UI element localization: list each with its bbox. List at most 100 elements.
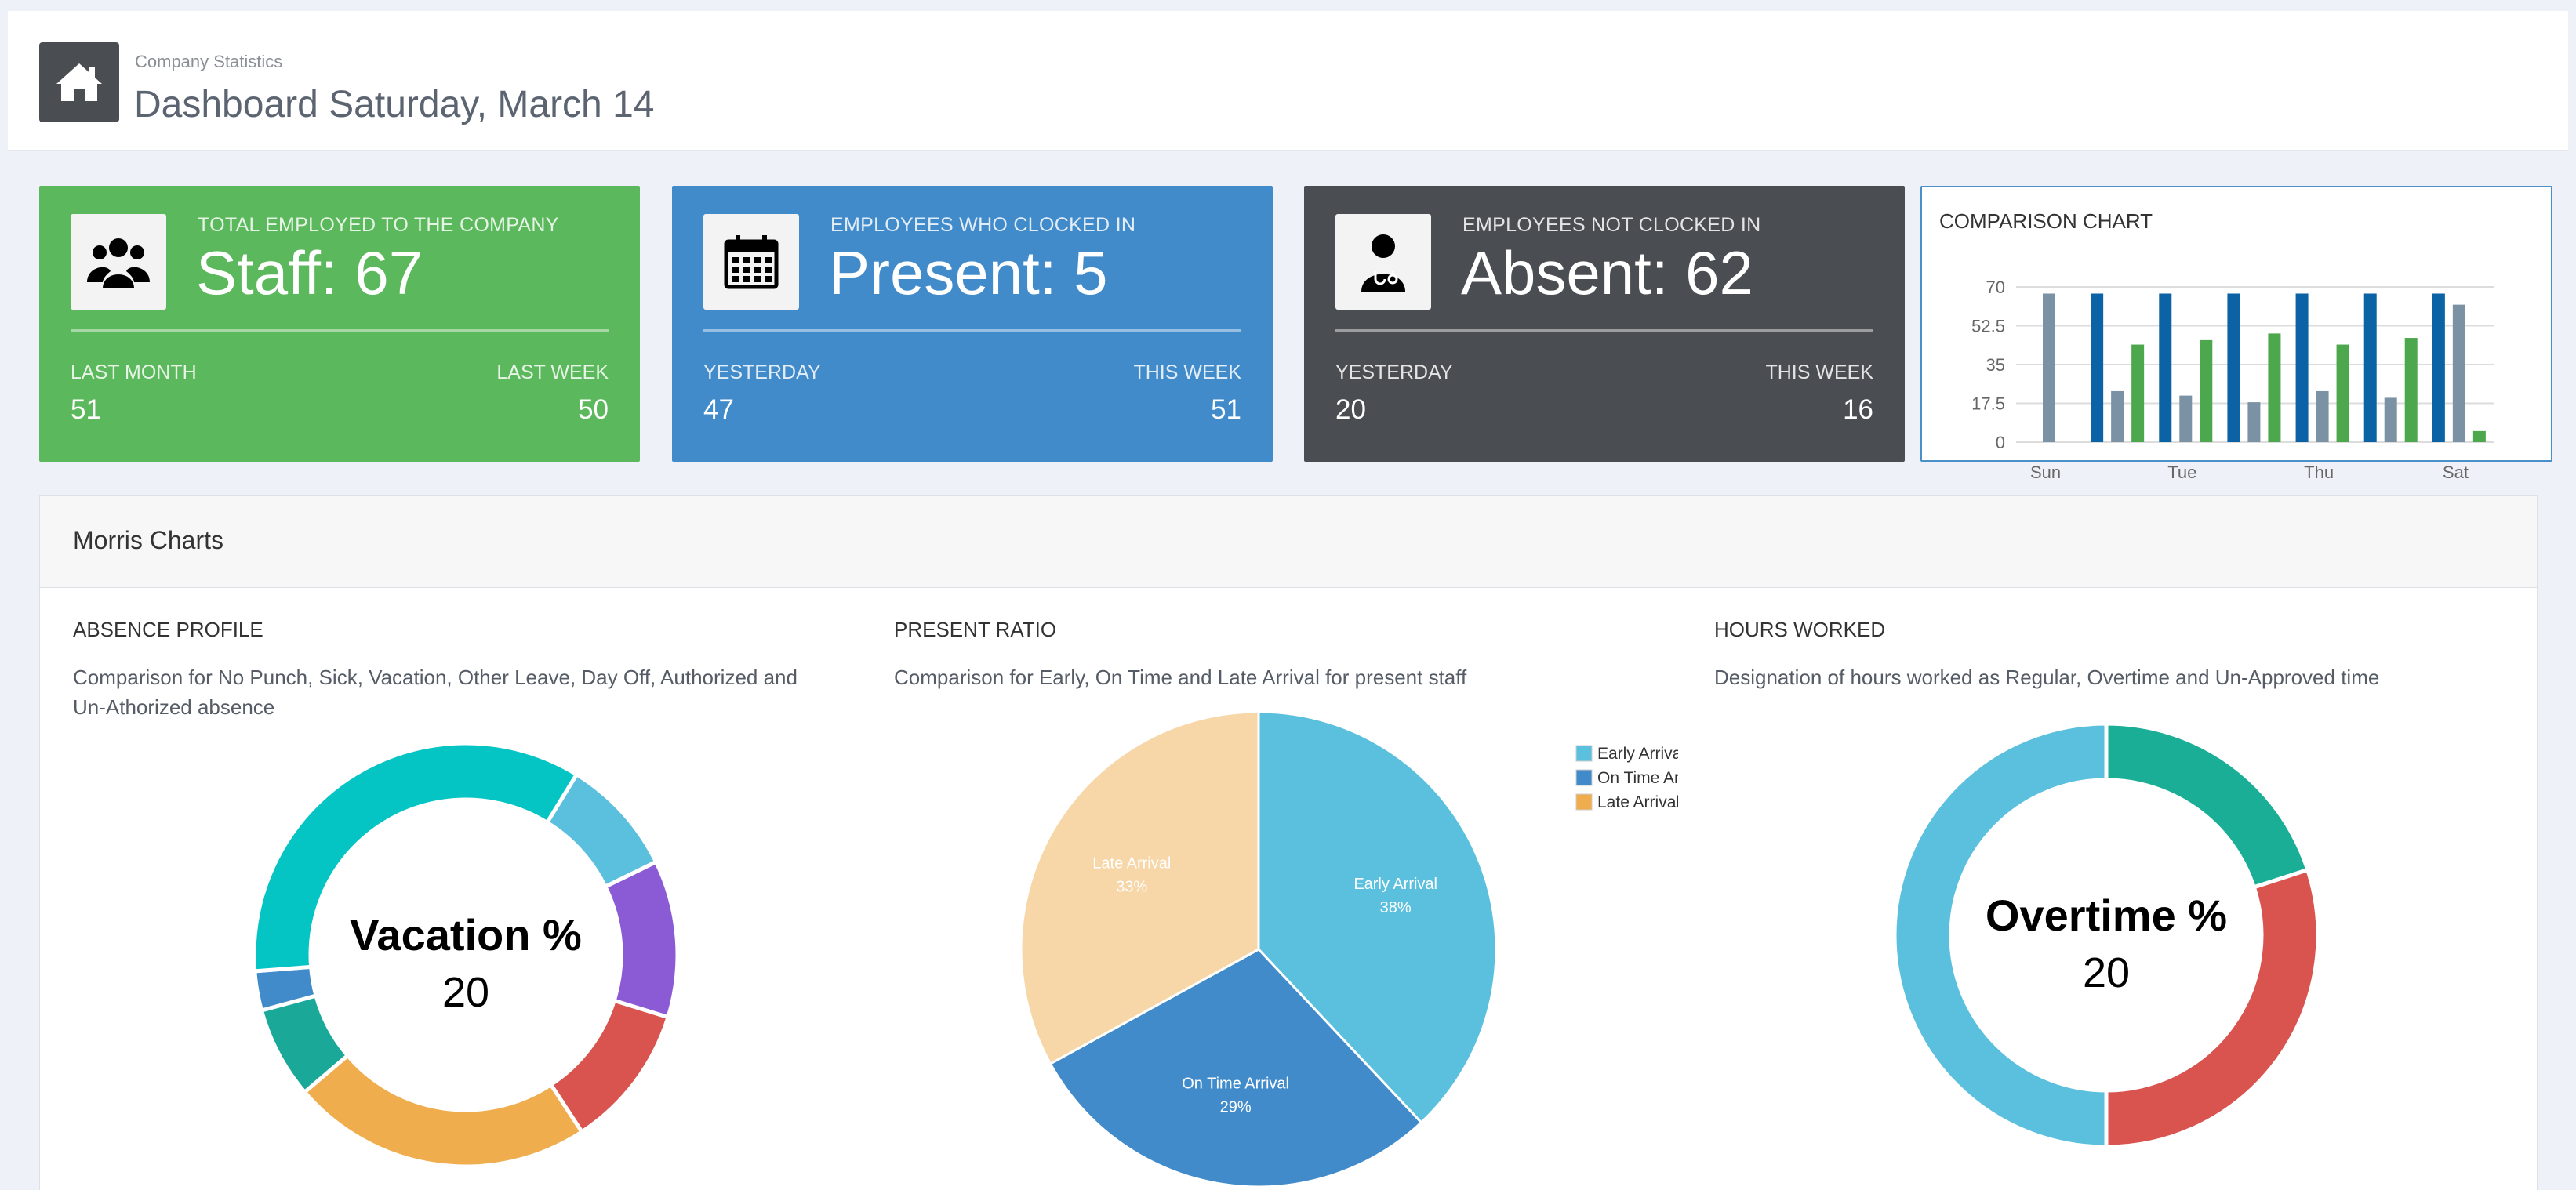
card-value: Present: 5 bbox=[829, 238, 1108, 307]
home-icon bbox=[56, 63, 102, 101]
footer-right-value: 16 bbox=[1843, 394, 1873, 425]
bar bbox=[2131, 344, 2145, 442]
divider bbox=[1335, 329, 1873, 332]
footer-right-value: 50 bbox=[578, 394, 609, 425]
x-tick-label: Sun bbox=[2030, 463, 2061, 482]
legend-label: Late Arrival bbox=[1597, 793, 1678, 811]
bar bbox=[2247, 402, 2261, 442]
bar bbox=[2200, 339, 2213, 442]
section-title: ABSENCE PROFILE bbox=[73, 618, 263, 641]
bar bbox=[2336, 344, 2349, 442]
pie-slice bbox=[1048, 948, 1423, 1188]
y-tick-label: 17.5 bbox=[1971, 394, 2005, 414]
bar bbox=[2227, 293, 2240, 442]
present-ratio-pie-chart[interactable]: Early Arrival 38% On Time Arrival 29% Late A… bbox=[894, 700, 1678, 1190]
breadcrumb: Company Statistics bbox=[135, 52, 283, 71]
pie-slice-label: Late Arrival bbox=[1092, 854, 1171, 872]
footer-right-value: 51 bbox=[1211, 394, 1241, 425]
present-ratio-column: PRESENT RATIO Comparison for Early, On T… bbox=[894, 618, 1678, 692]
absence-profile-column: ABSENCE PROFILE Comparison for No Punch,… bbox=[73, 618, 857, 722]
section-title: HOURS WORKED bbox=[1714, 618, 1886, 641]
users-icon bbox=[87, 238, 150, 288]
donut-center-value: 20 bbox=[442, 969, 489, 1016]
bar bbox=[2384, 397, 2397, 442]
donut-slice bbox=[2104, 867, 2320, 1149]
footer-left-value: 51 bbox=[71, 394, 101, 425]
pie-slice bbox=[1257, 710, 1498, 1124]
page-title: Dashboard Saturday, March 14 bbox=[134, 84, 655, 125]
bar bbox=[2363, 293, 2377, 442]
y-tick-label: 35 bbox=[1986, 355, 2005, 375]
home-button[interactable] bbox=[39, 42, 119, 122]
footer-left-label: LAST MONTH bbox=[71, 361, 197, 383]
legend-swatch bbox=[1575, 769, 1593, 786]
y-tick-label: 0 bbox=[1996, 433, 2005, 452]
pie-slice-label: On Time Arrival bbox=[1182, 1076, 1289, 1093]
donut-slice bbox=[1892, 721, 2109, 1149]
bar bbox=[2043, 293, 2055, 442]
comparison-chart-title: COMPARISON CHART bbox=[1939, 209, 2153, 233]
pie-slice-label: Early Arrival bbox=[1353, 876, 1437, 893]
donut-slice bbox=[252, 741, 580, 974]
bar bbox=[2111, 390, 2124, 442]
card-subtitle: EMPLOYEES NOT CLOCKED IN bbox=[1462, 214, 1761, 236]
bar bbox=[2268, 333, 2281, 442]
hours-worked-column: HOURS WORKED Designation of hours worked… bbox=[1714, 618, 2498, 692]
donut-slice bbox=[602, 859, 680, 1020]
legend-label: Early Arrival bbox=[1597, 745, 1678, 763]
bar bbox=[2159, 293, 2172, 442]
calendar-icon bbox=[724, 235, 779, 289]
staff-card: TOTAL EMPLOYED TO THE COMPANY Staff: 67 … bbox=[39, 186, 640, 462]
section-description: Comparison for Early, On Time and Late A… bbox=[894, 666, 1467, 689]
page-header: Company Statistics Dashboard Saturday, M… bbox=[8, 11, 2568, 151]
pie-slice bbox=[1019, 710, 1260, 1066]
bar bbox=[2452, 304, 2465, 442]
bar bbox=[2472, 430, 2486, 442]
panel-title: Morris Charts bbox=[73, 526, 224, 554]
bar bbox=[2404, 338, 2418, 442]
present-card: EMPLOYEES WHO CLOCKED IN Present: 5 YEST… bbox=[672, 186, 1273, 462]
section-description: Designation of hours worked as Regular, … bbox=[1714, 666, 2380, 689]
x-tick-label: Tue bbox=[2167, 463, 2196, 482]
card-subtitle: EMPLOYEES WHO CLOCKED IN bbox=[830, 214, 1136, 236]
divider bbox=[71, 329, 609, 332]
bar bbox=[2091, 293, 2104, 442]
bar bbox=[2432, 293, 2445, 442]
footer-left-label: YESTERDAY bbox=[703, 361, 821, 383]
y-tick-label: 52.5 bbox=[1971, 317, 2005, 336]
divider bbox=[703, 329, 1241, 332]
y-tick-label: 70 bbox=[1986, 278, 2005, 297]
section-description: Comparison for No Punch, Sick, Vacation,… bbox=[73, 666, 798, 719]
legend-label: On Time Arrival bbox=[1597, 769, 1678, 787]
x-tick-label: Sat bbox=[2443, 463, 2469, 482]
section-title: PRESENT RATIO bbox=[894, 618, 1057, 641]
footer-left-label: YESTERDAY bbox=[1335, 361, 1453, 383]
legend-swatch bbox=[1575, 793, 1593, 811]
donut-center-value: 20 bbox=[2083, 949, 2130, 996]
card-value: Staff: 67 bbox=[196, 238, 423, 307]
donut-slice bbox=[301, 1052, 585, 1169]
morris-charts-panel: Morris Charts ABSENCE PROFILE Comparison… bbox=[39, 495, 2538, 1190]
hours-worked-donut-chart[interactable]: Overtime % 20 bbox=[1873, 700, 2343, 1170]
pie-slice-percent: 29% bbox=[1220, 1099, 1252, 1116]
footer-left-value: 20 bbox=[1335, 394, 1366, 425]
footer-left-value: 47 bbox=[703, 394, 734, 425]
comparison-chart-card: COMPARISON CHART 0 17.5 35 52.5 70 Sun Tue Thu S… bbox=[1920, 186, 2552, 482]
legend-swatch bbox=[1575, 745, 1593, 762]
pie-slice-percent: 38% bbox=[1380, 899, 1412, 916]
absence-donut-chart[interactable]: Vacation % 20 bbox=[231, 731, 701, 1170]
card-subtitle: TOTAL EMPLOYED TO THE COMPANY bbox=[198, 214, 559, 236]
footer-right-label: LAST WEEK bbox=[496, 361, 609, 383]
footer-right-label: THIS WEEK bbox=[1765, 361, 1873, 383]
pie-slice-percent: 33% bbox=[1116, 878, 1147, 895]
bar bbox=[2295, 293, 2309, 442]
bar bbox=[2179, 395, 2193, 442]
donut-slice bbox=[2104, 721, 2310, 890]
footer-right-label: THIS WEEK bbox=[1133, 361, 1241, 383]
absent-card: EMPLOYEES NOT CLOCKED IN Absent: 62 YEST… bbox=[1304, 186, 1905, 462]
comparison-bar-chart: 0 17.5 35 52.5 70 Sun Tue Thu Sat bbox=[1971, 278, 2494, 482]
card-value: Absent: 62 bbox=[1461, 238, 1753, 307]
doctor-icon bbox=[1361, 234, 1405, 292]
x-tick-label: Thu bbox=[2304, 463, 2334, 482]
donut-center-label: Vacation % bbox=[350, 910, 582, 960]
